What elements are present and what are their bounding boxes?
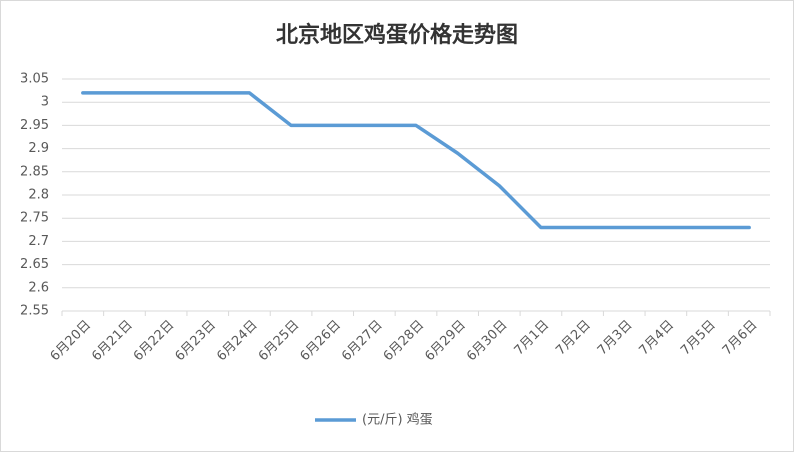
y-tick-label: 2.7 (28, 234, 49, 249)
chart-title: 北京地区鸡蛋价格走势图 (276, 22, 518, 48)
y-tick-label: 2.8 (28, 188, 49, 203)
y-tick-label: 2.6 (28, 280, 49, 295)
y-tick-label: 3.05 (20, 72, 49, 87)
legend-label: (元/斤) 鸡蛋 (362, 412, 433, 428)
y-tick-label: 2.65 (20, 257, 49, 272)
y-tick-label: 2.85 (20, 164, 49, 179)
y-tick-label: 2.9 (28, 141, 49, 156)
y-tick-label: 2.55 (20, 304, 49, 319)
y-tick-label: 2.95 (20, 118, 49, 133)
y-tick-label: 3 (41, 95, 49, 110)
data-line (81, 91, 751, 230)
y-tick-label: 2.75 (20, 211, 49, 226)
